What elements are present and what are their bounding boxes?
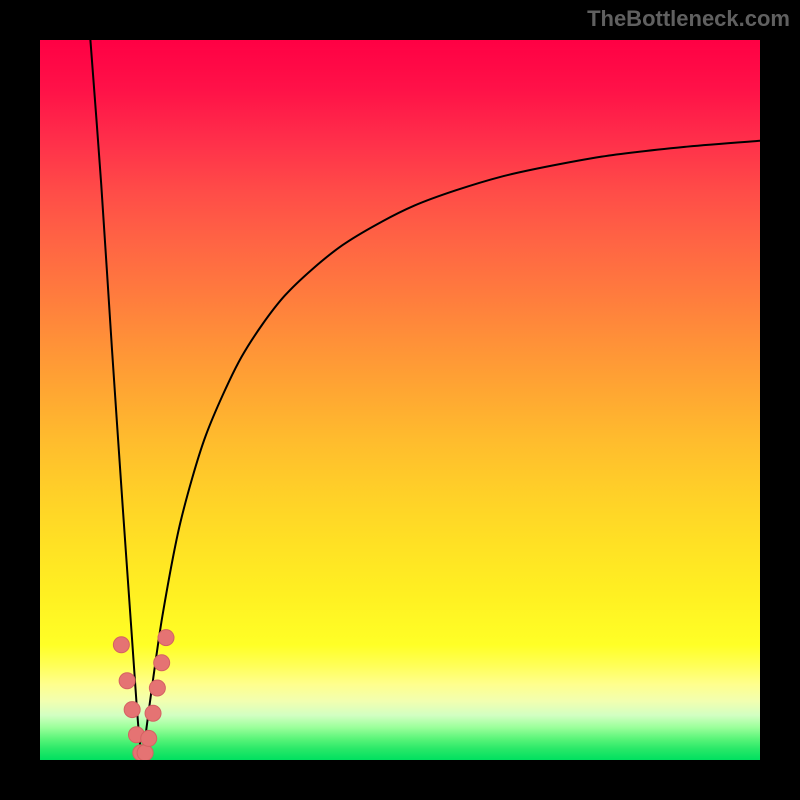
gradient-background xyxy=(40,40,760,760)
chart-container: TheBottleneck.com xyxy=(0,0,800,800)
watermark-text: TheBottleneck.com xyxy=(587,6,790,32)
plot-area xyxy=(40,40,760,760)
